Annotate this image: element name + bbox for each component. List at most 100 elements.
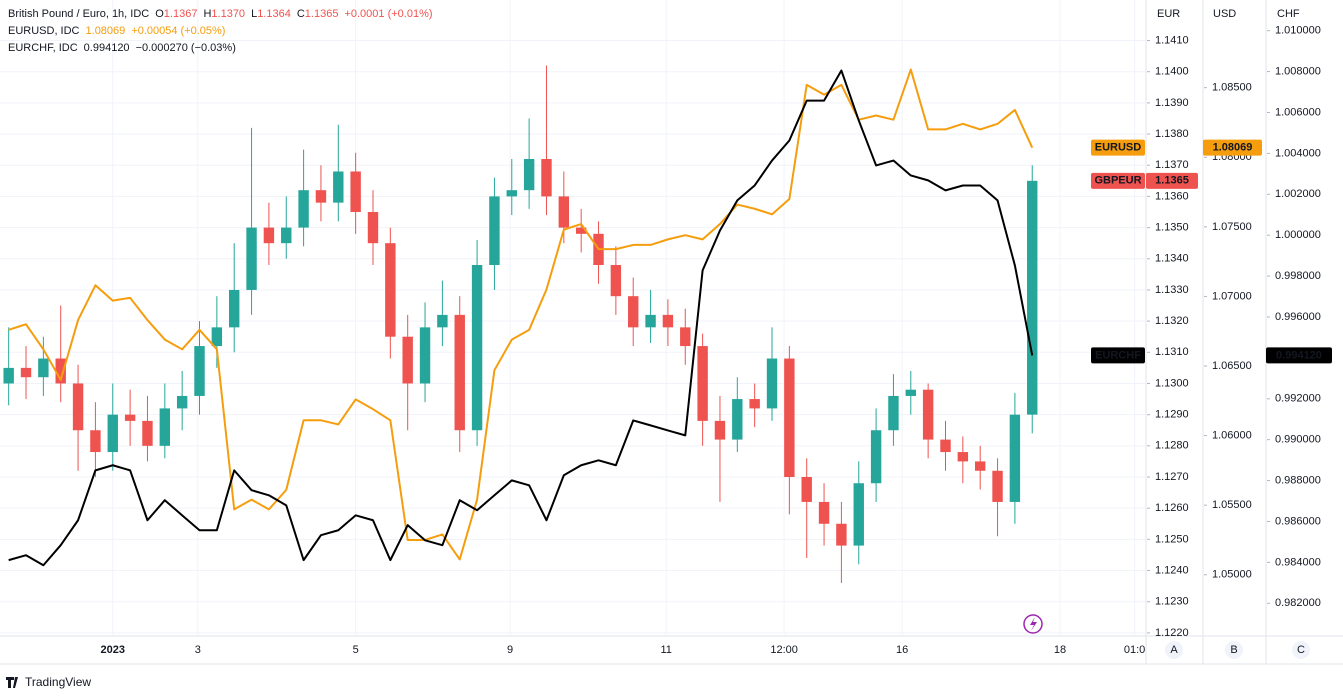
candle-body (38, 358, 49, 378)
legend-value: 1.08069 (86, 25, 126, 37)
legend-value: −0.000270 (−0.03%) (136, 42, 236, 54)
legend-row: EURCHF, IDC 0.994120 −0.000270 (−0.03%) (8, 42, 236, 54)
candle-body (888, 395, 899, 431)
x-tick-label: 11 (660, 644, 671, 656)
candle-body (471, 265, 483, 431)
candle-body (541, 159, 552, 197)
legend-row: British Pound / Euro, 1h, IDC O1.1367 H1.1… (8, 8, 433, 20)
candle-body (159, 408, 171, 446)
price-tag-name: EURCHF (1095, 349, 1141, 361)
y-tick-label: 1.1330 (1155, 284, 1189, 296)
price-tag (1146, 172, 1198, 189)
legend-value: 1.1370 (211, 8, 245, 20)
axis-title: CHF (1277, 8, 1300, 20)
candle-body (3, 367, 14, 384)
candle-body (523, 159, 535, 191)
candle-body (575, 227, 587, 234)
candle-body (645, 314, 656, 328)
candle-body (628, 296, 639, 328)
candle-body (1027, 180, 1038, 415)
y-tick-label: 1.1250 (1155, 533, 1189, 545)
candle-body (402, 336, 413, 384)
candle-body (818, 501, 830, 524)
y-tick-label: 1.1230 (1155, 596, 1189, 608)
y-tick-label: 1.1360 (1155, 190, 1189, 202)
candle-body (333, 171, 344, 203)
candle-body (506, 190, 517, 197)
candle-body (142, 420, 153, 446)
candle-body (922, 389, 934, 440)
legend-title: EURCHF, IDC (8, 42, 78, 54)
candle-body (437, 314, 448, 328)
candle-body (974, 461, 986, 471)
y-tick-label: 1.1400 (1155, 66, 1189, 78)
legend-value: 1.1364 (257, 8, 291, 20)
y-tick-label: 0.992000 (1275, 393, 1321, 405)
y-tick-label: 0.998000 (1275, 270, 1321, 282)
axis-title: USD (1213, 8, 1236, 20)
y-tick-label: 1.1370 (1155, 159, 1189, 171)
candle-body (385, 243, 396, 337)
price-tag (1091, 139, 1145, 156)
y-tick-label: 1.06500 (1212, 360, 1252, 372)
candle-body (350, 171, 361, 212)
legend-key: O (155, 8, 164, 20)
candle-body (107, 414, 118, 453)
axis-letter: B (1230, 644, 1237, 656)
axis-title: EUR (1157, 8, 1180, 20)
candle-body (905, 389, 916, 396)
candle-body (90, 430, 101, 453)
x-tick-label: 3 (195, 644, 201, 656)
x-tick-label: 18 (1054, 644, 1066, 656)
y-tick-label: 1.1340 (1155, 253, 1189, 265)
candle-body (211, 327, 223, 347)
candle-body (766, 358, 778, 409)
legend-row: EURUSD, IDC 1.08069 +0.00054 (+0.05%) (8, 25, 225, 37)
y-tick-label: 1.1280 (1155, 440, 1189, 452)
plot (3, 65, 1038, 583)
y-tick-label: 1.06000 (1212, 430, 1252, 442)
y-tick-label: 1.1270 (1155, 471, 1189, 483)
candle-body (20, 367, 32, 378)
legend-title: British Pound / Euro, 1h, IDC (8, 8, 149, 20)
y-tick-label: 0.996000 (1275, 311, 1321, 323)
y-tick-label: 1.1410 (1155, 34, 1189, 46)
candle-body (72, 383, 84, 431)
candle-body (281, 227, 292, 244)
brand-logo[interactable] (6, 677, 18, 688)
candle-body (714, 420, 726, 440)
legend-value: 1.1367 (164, 8, 198, 20)
x-tick-label: 2023 (101, 644, 125, 656)
axis-letter: C (1297, 644, 1305, 656)
candle-body (853, 483, 864, 546)
price-tag-name: EURUSD (1095, 142, 1142, 154)
price-tag (1091, 172, 1145, 189)
replay-icon[interactable] (1023, 614, 1043, 634)
axis-button (1225, 641, 1243, 659)
price-tag (1266, 347, 1332, 364)
price-tag (1203, 139, 1262, 156)
candle-body (55, 358, 66, 384)
brand: TradingView (25, 675, 91, 689)
y-tick-label: 1.1320 (1155, 315, 1189, 327)
candle-body (784, 358, 795, 477)
y-tick-label: 1.1240 (1155, 564, 1189, 576)
series-line (8, 68, 1034, 561)
y-tick-label: 1.05500 (1212, 499, 1252, 511)
candle-body (836, 523, 847, 546)
candle-body (870, 430, 882, 484)
x-tick-label: 9 (507, 644, 513, 656)
y-tick-label: 0.990000 (1275, 434, 1321, 446)
candle-body (194, 346, 205, 396)
candle-body (315, 190, 327, 203)
legend-key: C (297, 8, 305, 20)
axis-button (1165, 641, 1183, 659)
candle-body (732, 399, 743, 440)
y-tick-label: 1.1390 (1155, 97, 1189, 109)
price-tag-name: GBPEUR (1094, 175, 1141, 187)
y-tick-label: 1.000000 (1275, 229, 1321, 241)
x-tick-label: 12:00 (770, 644, 798, 656)
legend-value: +0.0001 (+0.01%) (344, 8, 432, 20)
